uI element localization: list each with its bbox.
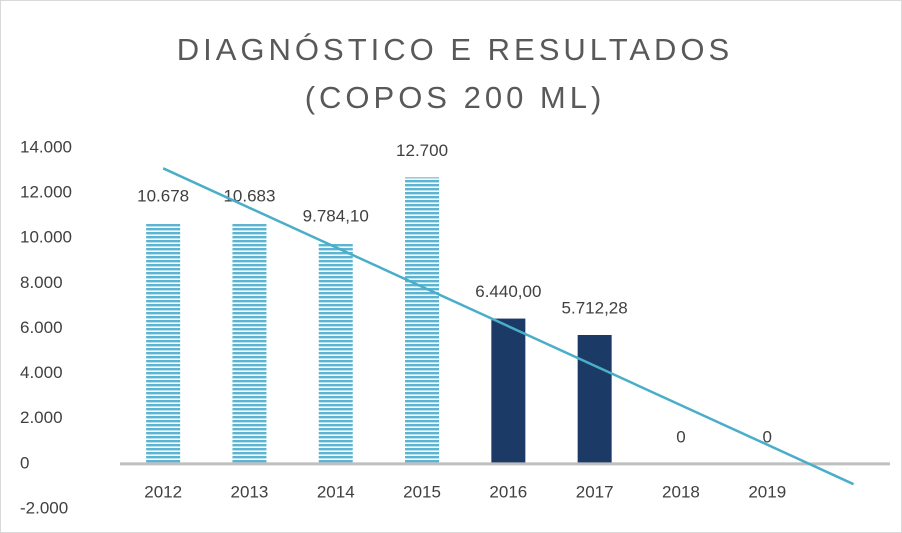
chart-subtitle: (COPOS 200 ML) (305, 80, 606, 115)
x-tick-label: 2015 (403, 482, 441, 501)
bar (491, 318, 526, 464)
y-tick-label: 8.000 (20, 273, 63, 292)
bar (318, 243, 353, 464)
x-tick-label: 2017 (576, 482, 614, 501)
data-label: 10.683 (223, 186, 275, 205)
data-label: 12.700 (396, 141, 448, 160)
bar (577, 334, 612, 464)
data-label: 9.784,10 (303, 207, 369, 226)
y-tick-label: 6.000 (20, 318, 63, 337)
x-tick-label: 2018 (662, 482, 700, 501)
x-tick-label: 2013 (231, 482, 269, 501)
y-tick-label: 2.000 (20, 408, 63, 427)
bar (232, 222, 267, 464)
chart-title: DIAGNÓSTICO E RESULTADOS (177, 32, 733, 67)
bar (146, 222, 181, 464)
y-tick-label: 4.000 (20, 363, 63, 382)
x-tick-label: 2019 (748, 482, 786, 501)
y-tick-label: 14.000 (20, 137, 72, 156)
trendline (162, 167, 855, 486)
x-tick-label: 2012 (144, 482, 182, 501)
y-tick-label: -2.000 (20, 498, 68, 517)
x-tick-label: 2014 (317, 482, 355, 501)
data-label: 10.678 (137, 186, 189, 205)
y-tick-label: 12.000 (20, 183, 72, 202)
x-tick-label: 2016 (489, 482, 527, 501)
y-tick-label: 10.000 (20, 228, 72, 247)
data-label: 5.712,28 (562, 298, 628, 317)
bar (405, 177, 440, 464)
data-label: 0 (763, 427, 772, 446)
data-label: 6.440,00 (475, 282, 541, 301)
data-label: 0 (676, 427, 685, 446)
y-tick-label: 0 (20, 453, 29, 472)
